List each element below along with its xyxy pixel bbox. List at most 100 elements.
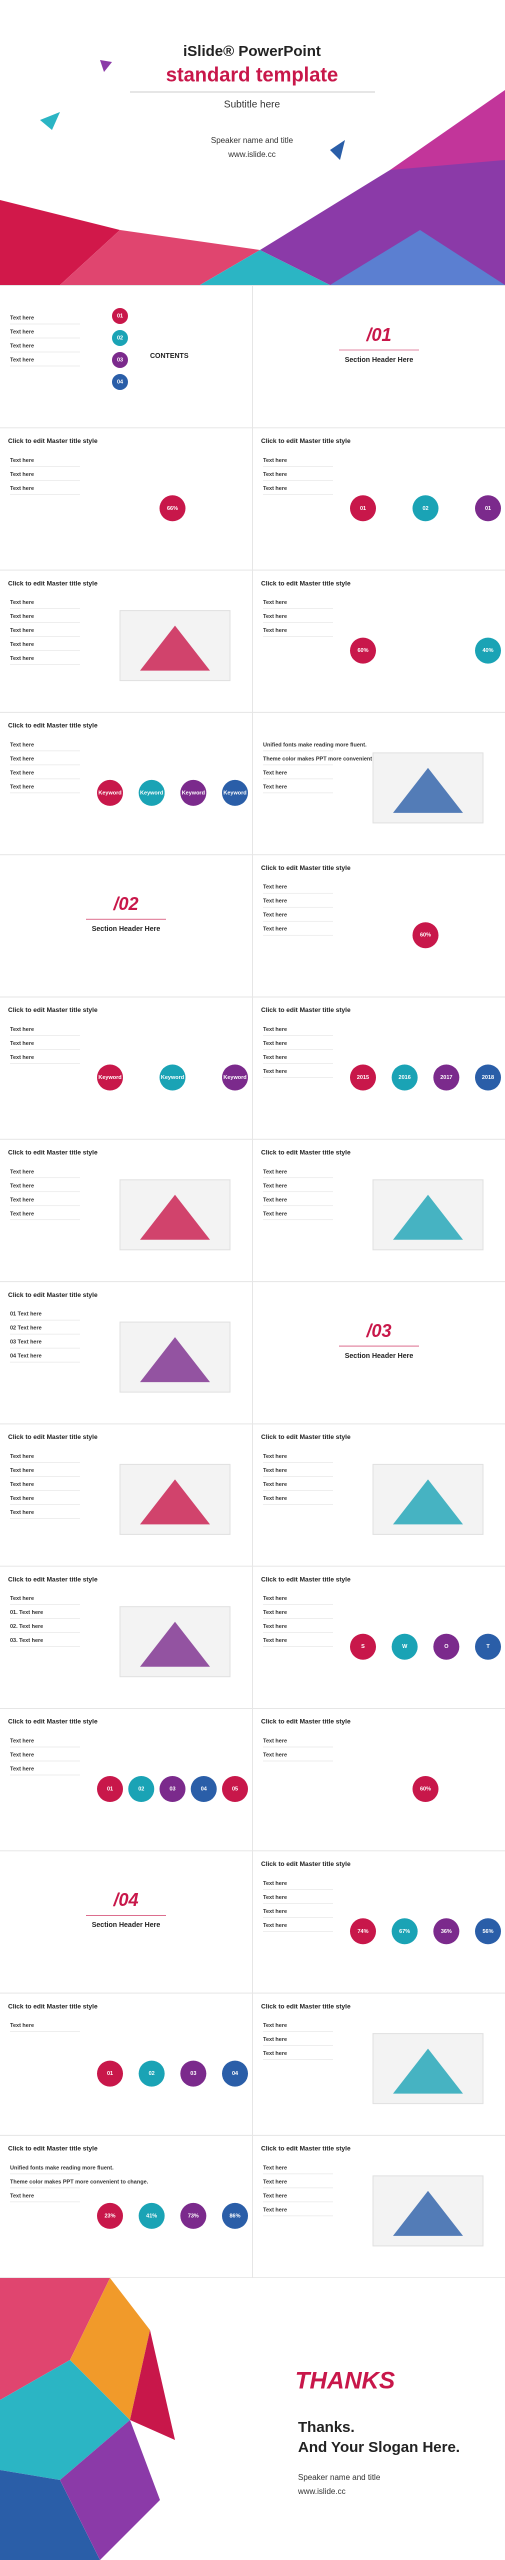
label-text: 01 (107, 1786, 113, 1792)
slide-text: Text here (263, 1482, 287, 1488)
label-text: 23% (104, 2213, 115, 2219)
slide-title: Click to edit Master title style (8, 1150, 98, 1157)
label-text: Keyword (223, 1075, 246, 1081)
slide-text: Text here (263, 1638, 287, 1644)
label-badge (222, 2060, 248, 2087)
label-text: 40% (482, 648, 493, 654)
slide-bg (253, 997, 505, 1139)
slide: Click to edit Master title style Text her… (0, 1709, 252, 1851)
shape (70, 2278, 150, 2420)
slide-title: Click to edit Master title style (261, 1007, 351, 1014)
slide-text: Text here (263, 2051, 287, 2057)
label-badge (112, 308, 128, 324)
slide: Click to edit Master title style 01 Text … (0, 1282, 252, 1424)
slide-text: 03. Text here (10, 1638, 43, 1644)
slide-bg (0, 712, 252, 855)
label-badge (350, 1064, 376, 1091)
slide-text: Text here (10, 1482, 34, 1488)
slide-bg (0, 855, 252, 997)
label-badge (475, 637, 501, 664)
slide-text: Text here (263, 1596, 287, 1602)
slide-text: Text here (263, 600, 287, 606)
slide-text: Text here (263, 1454, 287, 1460)
thanks-slide: THANKS Thanks. And Your Slogan Here. Spe… (0, 2278, 505, 2560)
slide-title: CONTENTS (150, 353, 189, 360)
slide-text: Text here (10, 1041, 34, 1047)
illustration-accent (393, 1194, 463, 1240)
slide-bg (0, 428, 252, 570)
slide-text: Text here (263, 784, 287, 790)
label-badge (350, 495, 376, 522)
label-badge (350, 1918, 376, 1945)
label-text: 60% (420, 1786, 431, 1792)
slide-text: Text here (10, 1596, 34, 1602)
illustration-accent (393, 1479, 463, 1525)
slide-text: 04 Text here (10, 1354, 42, 1360)
slide-bg (253, 570, 505, 712)
slide: Unified fonts make reading more fluent. T… (253, 712, 505, 855)
thanks-script: THANKS (295, 2367, 395, 2394)
slide-title: Click to edit Master title style (8, 1576, 98, 1583)
slide-text: Text here (10, 770, 34, 776)
label-badge (475, 1064, 501, 1091)
section-header: Section Header Here (345, 1353, 414, 1360)
label-text: O (444, 1644, 449, 1650)
slide-text: Text here (263, 1027, 287, 1033)
slide: Click to edit Master title style Text her… (0, 997, 252, 1139)
slide-text: Text here (263, 1055, 287, 1061)
label-badge (433, 1633, 460, 1660)
slide: Click to edit Master title style Text her… (0, 428, 252, 570)
slide: Click to edit Master title style Text her… (0, 1424, 252, 1566)
label-text: 02 (149, 2071, 155, 2077)
label-text: 01 (117, 313, 123, 319)
slide-text: Text here (263, 1738, 287, 1744)
label-badge (391, 1918, 418, 1945)
label-text: S (361, 1644, 365, 1650)
label-text: 2018 (482, 1075, 494, 1081)
slide-text: Text here (263, 1069, 287, 1075)
cover-title: iSlide® PowerPoint (183, 43, 321, 60)
label-text: Keyword (98, 1075, 121, 1081)
slide-text: Text here (263, 2207, 287, 2213)
label-badge (475, 495, 501, 522)
label-badge (97, 1776, 123, 1802)
label-text: 2017 (440, 1075, 452, 1081)
label-text: 05 (232, 1786, 238, 1792)
slide-text: Text here (263, 1909, 287, 1915)
label-text: Keyword (98, 790, 121, 796)
label-text: T (486, 1644, 490, 1650)
slide-text: Text here (10, 343, 34, 349)
label-badge (159, 495, 186, 522)
label-text: 66% (167, 506, 178, 512)
slides: CONTENTS Text here Text here Text here Text … (0, 286, 505, 2278)
section-number: /03 (365, 1321, 391, 1341)
thanks-line1: Thanks. (298, 2419, 355, 2436)
slide-text: Text here (10, 458, 34, 464)
slide-title: Click to edit Master title style (8, 1719, 98, 1726)
slide-title: Click to edit Master title style (8, 1434, 98, 1441)
slide-title: Click to edit Master title style (261, 438, 351, 445)
slide-text: Text here (263, 628, 287, 634)
slide-bg (253, 1566, 505, 1708)
slide-text: Text here (10, 472, 34, 478)
slide: Click to edit Master title style Text her… (253, 1709, 505, 1851)
shape (390, 90, 505, 170)
slide-text: Text here (263, 885, 287, 891)
shape (200, 250, 330, 285)
slide-text: Text here (263, 1752, 287, 1758)
slide: /01 Section Header Here (253, 286, 505, 428)
label-badge (159, 1776, 186, 1802)
label-text: 01 (485, 506, 491, 512)
section-header: Section Header Here (345, 357, 414, 364)
slide-text: Text here (10, 600, 34, 606)
slide-text: Text here (263, 770, 287, 776)
slide-text: Text here (263, 2193, 287, 2199)
thanks-speaker: Speaker name and title (298, 2473, 381, 2482)
slide-bg (0, 2135, 252, 2278)
slide-text: Text here (263, 1211, 287, 1217)
label-badge (138, 2060, 165, 2087)
slide-title: Click to edit Master title style (8, 2003, 98, 2010)
illustration-accent (393, 2048, 463, 2094)
slide-text: Text here (10, 642, 34, 648)
slide-bg (0, 997, 252, 1139)
